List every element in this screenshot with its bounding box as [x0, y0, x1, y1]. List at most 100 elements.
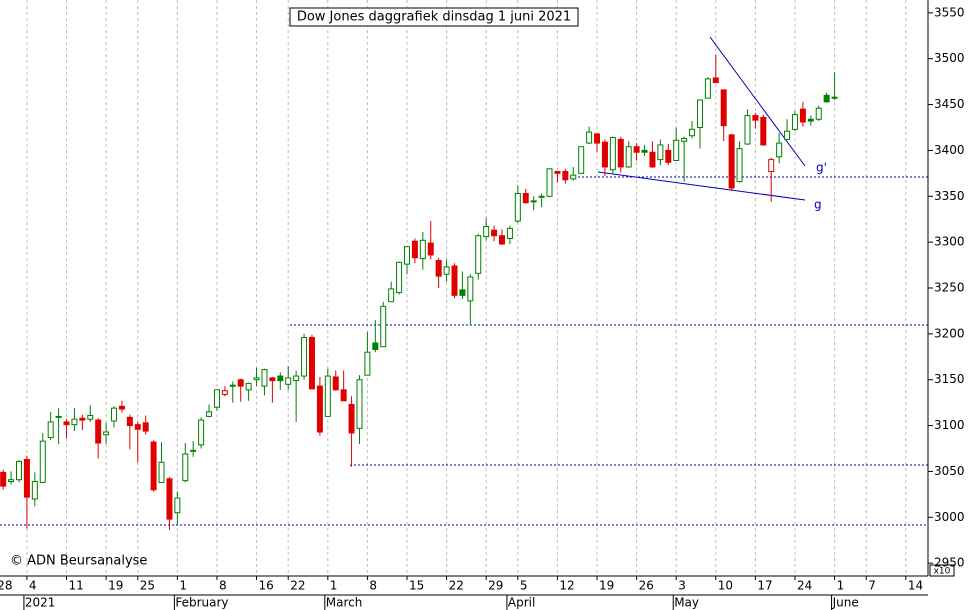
candle-body — [285, 377, 292, 385]
x-tick-label: 26 — [639, 579, 654, 593]
x-tick-label: 1 — [179, 579, 187, 593]
y-tick-label: 3200 — [934, 326, 965, 340]
candle-body — [657, 144, 664, 161]
x-tick-label: 1 — [330, 579, 338, 593]
x-tick-label: 12 — [559, 579, 574, 593]
candle-body — [380, 305, 387, 348]
candle-body — [39, 440, 46, 483]
candle-body — [31, 481, 38, 500]
x-tick-label: 19 — [599, 579, 614, 593]
y-tick-label: 3500 — [934, 51, 965, 65]
candle-body — [776, 142, 783, 158]
support-lines — [0, 36, 928, 526]
candle-body — [340, 389, 347, 402]
candle-body — [570, 174, 577, 180]
axes: 2950 3000 3050 3100 3150 3200 3250 3300 3350 3400… — [0, 5, 965, 610]
candle-body — [791, 114, 798, 130]
candle-body — [784, 130, 791, 140]
x-tick-label: 4 — [29, 579, 37, 593]
x-tick-label: 22 — [449, 579, 464, 593]
candle-body — [586, 131, 593, 144]
candle-body — [744, 115, 751, 145]
x-tick-label: 8 — [219, 579, 227, 593]
candle-body — [229, 384, 236, 387]
candle-body — [277, 375, 284, 382]
candle-body — [475, 235, 482, 274]
x-tick-label: 3 — [678, 579, 686, 593]
x-tick-label: 5 — [520, 579, 528, 593]
title-box — [289, 7, 579, 27]
candle-body — [459, 289, 466, 296]
candle-body — [435, 259, 442, 277]
candle-body — [617, 138, 624, 168]
candle-body — [530, 200, 537, 203]
candle-body — [324, 375, 331, 417]
copyright: © ADN Beursanalyse — [10, 554, 147, 569]
candle-body — [514, 193, 521, 222]
candle-body — [245, 382, 252, 391]
y-tick-label: 3550 — [934, 5, 965, 19]
candle-body — [71, 418, 78, 426]
y-tick-label: 3400 — [934, 143, 965, 157]
candle-body — [396, 261, 403, 294]
y-tick-label: 3150 — [934, 372, 965, 386]
candles — [0, 55, 838, 531]
candle-body — [760, 116, 767, 146]
x-tick-label: 25 — [140, 579, 155, 593]
y-tick-label: 2950 — [934, 556, 965, 570]
candle-body — [206, 411, 213, 417]
candle-body — [578, 146, 585, 174]
candle-body — [736, 148, 743, 183]
candle-body — [665, 149, 672, 163]
x-tick-label: 22 — [290, 579, 305, 593]
chart-title: Dow Jones daggrafiek dinsdag 1 juni 2021 — [297, 10, 571, 25]
candle-body — [332, 376, 339, 391]
candle-body — [316, 385, 323, 433]
candle-body — [198, 419, 205, 446]
multiplier-box — [929, 564, 955, 577]
x-tick-label: 10 — [718, 579, 733, 593]
candle-body — [8, 479, 15, 483]
x-tick-label: 14 — [908, 579, 923, 593]
candle-body — [364, 351, 371, 376]
candle-body — [411, 240, 418, 259]
y-tick-label: 3100 — [934, 418, 965, 432]
candle-body — [689, 128, 696, 137]
x-tick-label: 16 — [259, 579, 274, 593]
candle-body — [0, 471, 7, 487]
candle-body — [483, 226, 490, 238]
candle-body — [293, 375, 300, 382]
candle-body — [712, 77, 719, 84]
candle-body — [546, 168, 553, 197]
candle-body — [799, 108, 806, 123]
month-label: June — [832, 596, 859, 610]
candle-body — [443, 266, 450, 275]
candle-body — [261, 369, 268, 387]
candle-body — [807, 118, 814, 122]
month-label: March — [326, 596, 363, 610]
candle-body — [522, 193, 529, 204]
month-label: April — [508, 596, 535, 610]
x-tick-label: 8 — [369, 579, 377, 593]
trend-line — [709, 36, 806, 167]
candle-body — [538, 195, 545, 198]
annotation: g' — [816, 161, 827, 175]
candle-body — [499, 235, 506, 245]
candle-body — [253, 377, 260, 381]
multiplier: x10 — [934, 567, 951, 577]
candle-body — [55, 415, 62, 418]
candle-body — [23, 459, 30, 498]
x-tick-label: 15 — [409, 579, 424, 593]
candle-body — [554, 171, 561, 174]
candle-body — [673, 139, 680, 162]
x-tick-label: 17 — [757, 579, 772, 593]
candle-body — [87, 414, 94, 420]
y-tick-label: 3050 — [934, 464, 965, 478]
y-tick-label: 3350 — [934, 189, 965, 203]
candle-body — [221, 390, 228, 395]
candle-body — [237, 379, 244, 387]
candle-body — [158, 461, 165, 483]
candle-body — [174, 497, 181, 514]
